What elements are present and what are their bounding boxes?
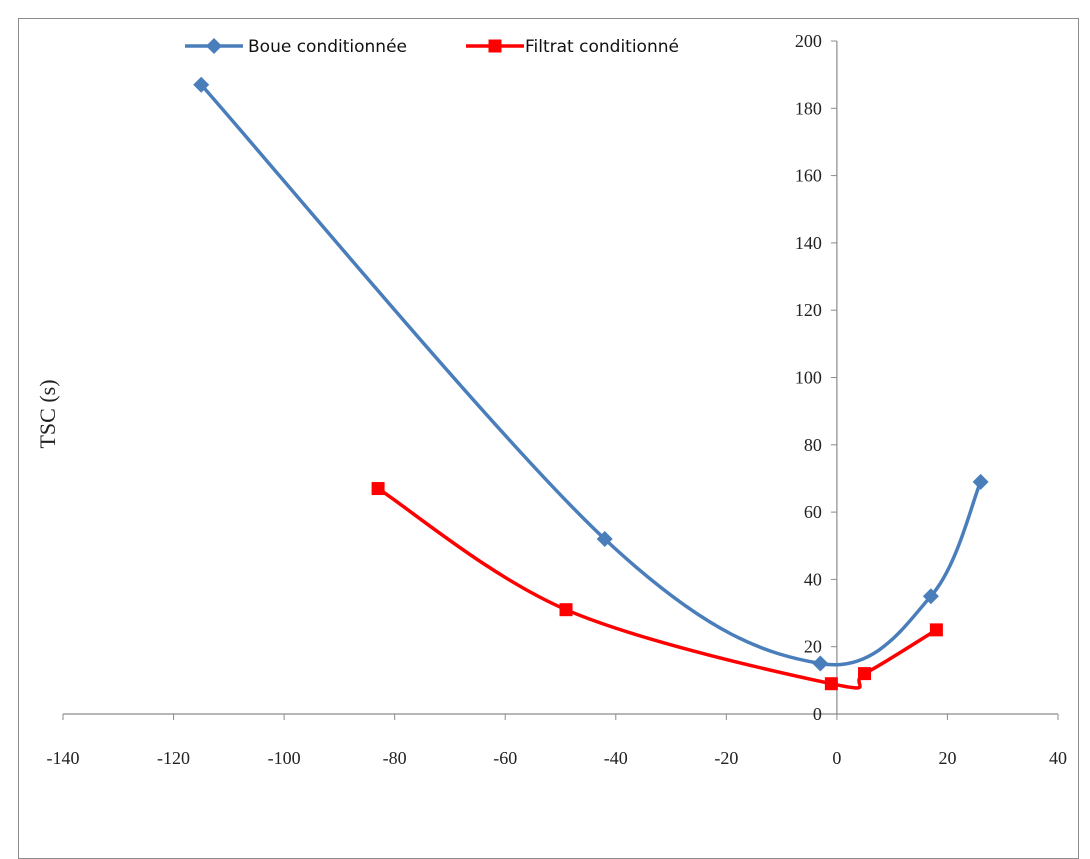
legend-marker (488, 39, 502, 53)
data-point (858, 667, 872, 681)
y-tick-label: 180 (795, 98, 822, 118)
data-point (193, 76, 210, 93)
data-point (824, 677, 838, 691)
legend: Boue conditionnée Filtrat conditionné (185, 37, 679, 57)
x-tick-label: 0 (832, 748, 841, 768)
legend-label: Filtrat conditionné (525, 37, 679, 57)
series-2 (371, 482, 943, 691)
data-point (929, 623, 943, 637)
x-tick-label: 20 (938, 748, 956, 768)
y-tick-label: 160 (795, 166, 822, 186)
series-1 (193, 76, 989, 672)
y-tick-label: 140 (795, 233, 822, 253)
data-point (371, 482, 385, 496)
y-tick-label: 0 (813, 704, 822, 724)
legend-label: Boue conditionnée (248, 37, 407, 57)
chart-border (18, 18, 1079, 859)
legend-item: Boue conditionnée (185, 37, 407, 57)
y-tick-label: 20 (804, 637, 822, 657)
y-tick-label: 60 (804, 502, 822, 522)
x-tick-label: -20 (714, 748, 738, 768)
y-tick-label: 80 (804, 435, 822, 455)
x-tick-label: 40 (1049, 748, 1067, 768)
y-axis-title: TSC (s) (35, 379, 60, 448)
y-tick-label: 40 (804, 569, 822, 589)
legend-item: Filtrat conditionné (466, 37, 679, 57)
x-tick-label: -120 (157, 748, 190, 768)
x-tick-label: -60 (493, 748, 517, 768)
x-tick-label: -80 (383, 748, 407, 768)
data-point (972, 473, 989, 490)
y-tick-label: 120 (795, 300, 822, 320)
data-point (922, 588, 939, 605)
legend-marker (206, 38, 222, 54)
x-tick-label: -40 (604, 748, 628, 768)
data-point (559, 603, 573, 617)
x-tick-label: -100 (268, 748, 301, 768)
y-tick-label: 100 (795, 368, 822, 388)
data-point (596, 531, 613, 548)
y-tick-label: 200 (795, 31, 822, 51)
x-tick-label: -140 (47, 748, 80, 768)
data-point (812, 655, 829, 672)
